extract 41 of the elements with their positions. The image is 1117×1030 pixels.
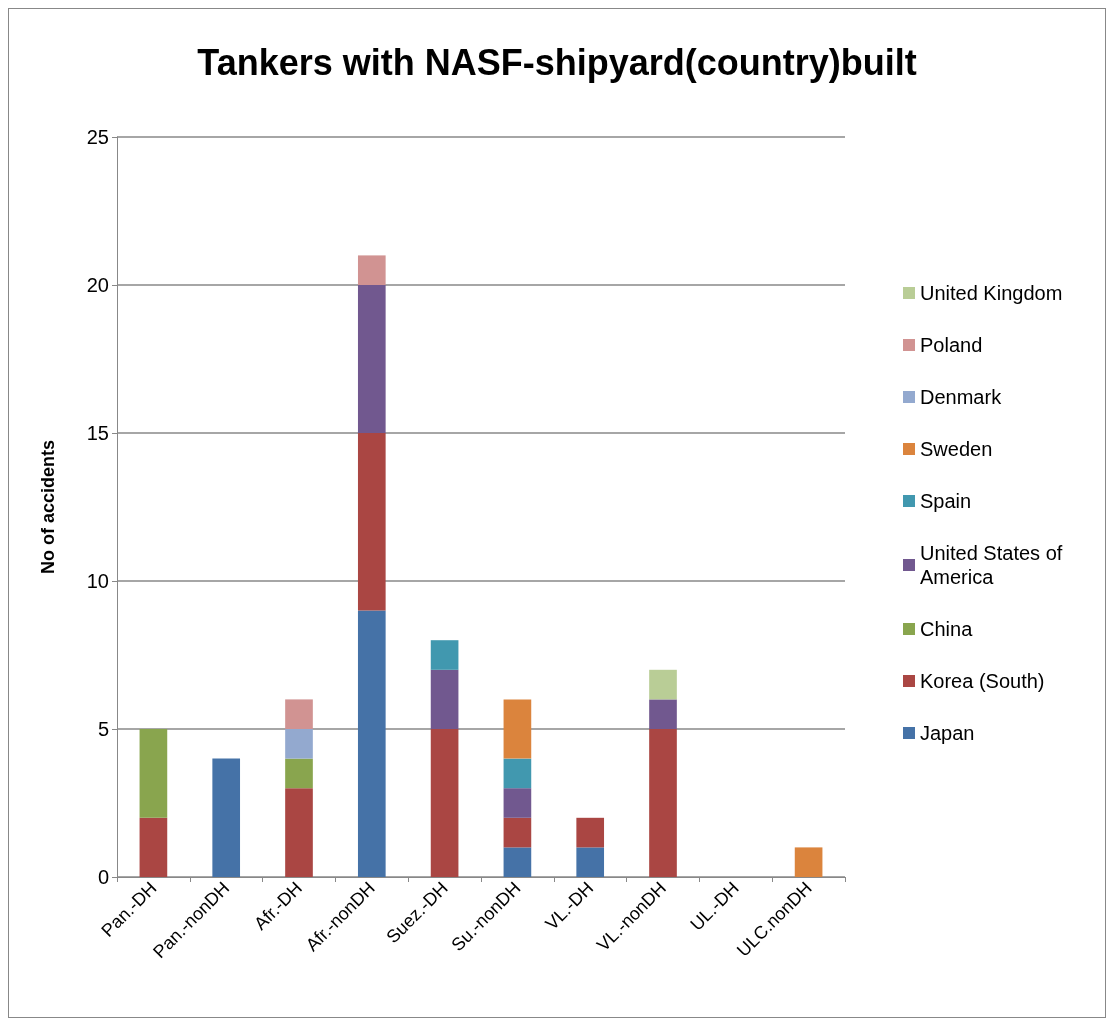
bar (139, 817, 168, 877)
bar (576, 847, 605, 877)
bar (649, 669, 677, 700)
legend-label: China (920, 618, 974, 640)
legend-label: Japan (920, 722, 975, 744)
bar (430, 640, 459, 670)
bar (503, 817, 532, 848)
bar (212, 758, 241, 877)
bar (357, 433, 386, 611)
legend-label: Poland (920, 334, 983, 356)
bar (649, 729, 677, 877)
bar (285, 758, 313, 789)
bar (285, 699, 313, 729)
legend-label: United States of America (920, 542, 1068, 588)
bar (357, 285, 386, 433)
bar (430, 669, 459, 729)
legend-label: Korea (South) (920, 670, 1045, 692)
bar (503, 758, 532, 789)
bar (503, 699, 532, 759)
y-tick-label: 15 (86, 422, 109, 444)
legend-label: Denmark (920, 386, 1003, 408)
bar (285, 788, 313, 877)
bar (357, 610, 386, 877)
bar (285, 729, 313, 759)
legend-label: Spain (920, 490, 972, 512)
bar (794, 847, 823, 877)
y-tick-label: 20 (86, 274, 109, 296)
chart-title: Tankers with NASF-shipyard(country)built (197, 41, 917, 83)
bar (576, 817, 605, 848)
bar (649, 699, 677, 729)
legend-label: United Kingdom (920, 282, 1063, 304)
bar (139, 729, 168, 818)
bar (430, 729, 459, 877)
bar (503, 847, 532, 877)
bar (357, 255, 386, 285)
y-tick-label: 5 (97, 718, 109, 740)
y-axis-title: No of accidents (38, 439, 58, 575)
bar (503, 788, 532, 818)
legend-label: Sweden (920, 438, 993, 460)
y-tick-label: 25 (86, 126, 109, 148)
y-tick-label: 10 (86, 570, 109, 592)
